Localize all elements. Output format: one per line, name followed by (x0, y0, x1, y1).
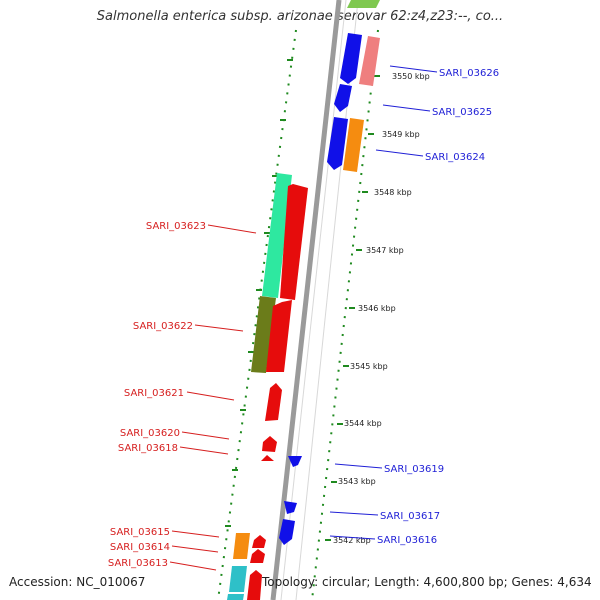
gene-sari-03615-cog[interactable] (233, 533, 250, 559)
backbone-edge (280, 0, 347, 600)
kbp-label: 3549 kbp (382, 130, 420, 139)
gene-sari-03624-marker[interactable] (343, 118, 364, 172)
gene-sari-03616-marker[interactable] (279, 519, 295, 545)
gene-label-sari-03621[interactable]: SARI_03621 (124, 388, 184, 399)
kbp-label: 3544 kbp (344, 419, 382, 428)
kbp-label: 3546 kbp (358, 304, 396, 313)
gene-sari-03626-marker[interactable] (340, 33, 362, 84)
gene-label-sari-03619[interactable]: SARI_03619 (384, 464, 444, 475)
outer-ring-guide (311, 29, 379, 600)
gene-label-sari-03615[interactable]: SARI_03615 (110, 527, 170, 538)
gene-partial[interactable] (227, 594, 244, 600)
kbp-tick-marks (325, 75, 380, 541)
gene-sari-03621-marker[interactable] (265, 383, 282, 421)
gene-sari-03613-cog[interactable] (229, 566, 247, 592)
gene-label-sari-03623[interactable]: SARI_03623 (146, 221, 206, 232)
gene-sari-03613-marker[interactable] (247, 570, 262, 600)
genome-title: Salmonella enterica subsp. arizonae sero… (96, 9, 504, 24)
gene-label-sari-03613[interactable]: SARI_03613 (108, 558, 168, 569)
gene-partial[interactable] (347, 0, 380, 8)
gene-label-sari-03616[interactable]: SARI_03616 (377, 535, 437, 546)
gene-sari-03623-marker[interactable] (280, 184, 308, 300)
gene-pink[interactable] (359, 36, 380, 86)
gene-label-sari-03626[interactable]: SARI_03626 (439, 68, 499, 79)
gene-sari-03622-marker[interactable] (266, 300, 292, 372)
kbp-label: 3550 kbp (392, 72, 430, 81)
gene-label-sari-03618[interactable]: SARI_03618 (118, 443, 178, 454)
inner-tick-marks (225, 59, 293, 527)
gene-label-sari-03620[interactable]: SARI_03620 (120, 428, 180, 439)
reverse-leaders (169, 224, 257, 571)
kbp-label: 3542 kbp (333, 536, 371, 545)
gene-sari-03619-marker[interactable] (288, 456, 302, 467)
gene-sari-03614-marker[interactable] (250, 549, 265, 563)
gene-sari-03618-marker[interactable] (261, 455, 274, 461)
gene-sari-03617-marker[interactable] (284, 501, 297, 514)
gene-sari-03622-cog[interactable] (251, 296, 276, 373)
accession-text: Accession: NC_010067 (9, 575, 146, 589)
backbone-line (270, 0, 342, 600)
kbp-label: 3548 kbp (374, 188, 412, 197)
gene-blue[interactable] (327, 117, 348, 170)
gene-label-sari-03625[interactable]: SARI_03625 (432, 107, 492, 118)
gene-sari-03623-cog[interactable] (262, 173, 292, 298)
gene-label-sari-03624[interactable]: SARI_03624 (425, 152, 485, 163)
kbp-label: 3543 kbp (338, 477, 376, 486)
gene-sari-03615-marker[interactable] (252, 535, 266, 548)
gene-label-sari-03614[interactable]: SARI_03614 (110, 542, 170, 553)
gene-sari-03625-marker[interactable] (334, 84, 352, 112)
kbp-label: 3545 kbp (350, 362, 388, 371)
forward-leaders (329, 65, 438, 540)
kbp-label: 3547 kbp (366, 246, 404, 255)
gene-label-sari-03617[interactable]: SARI_03617 (380, 511, 440, 522)
genome-summary: Topology: circular; Length: 4,600,800 bp… (262, 575, 592, 589)
gene-label-sari-03622[interactable]: SARI_03622 (133, 321, 193, 332)
gene-sari-03620-marker[interactable] (262, 436, 277, 452)
